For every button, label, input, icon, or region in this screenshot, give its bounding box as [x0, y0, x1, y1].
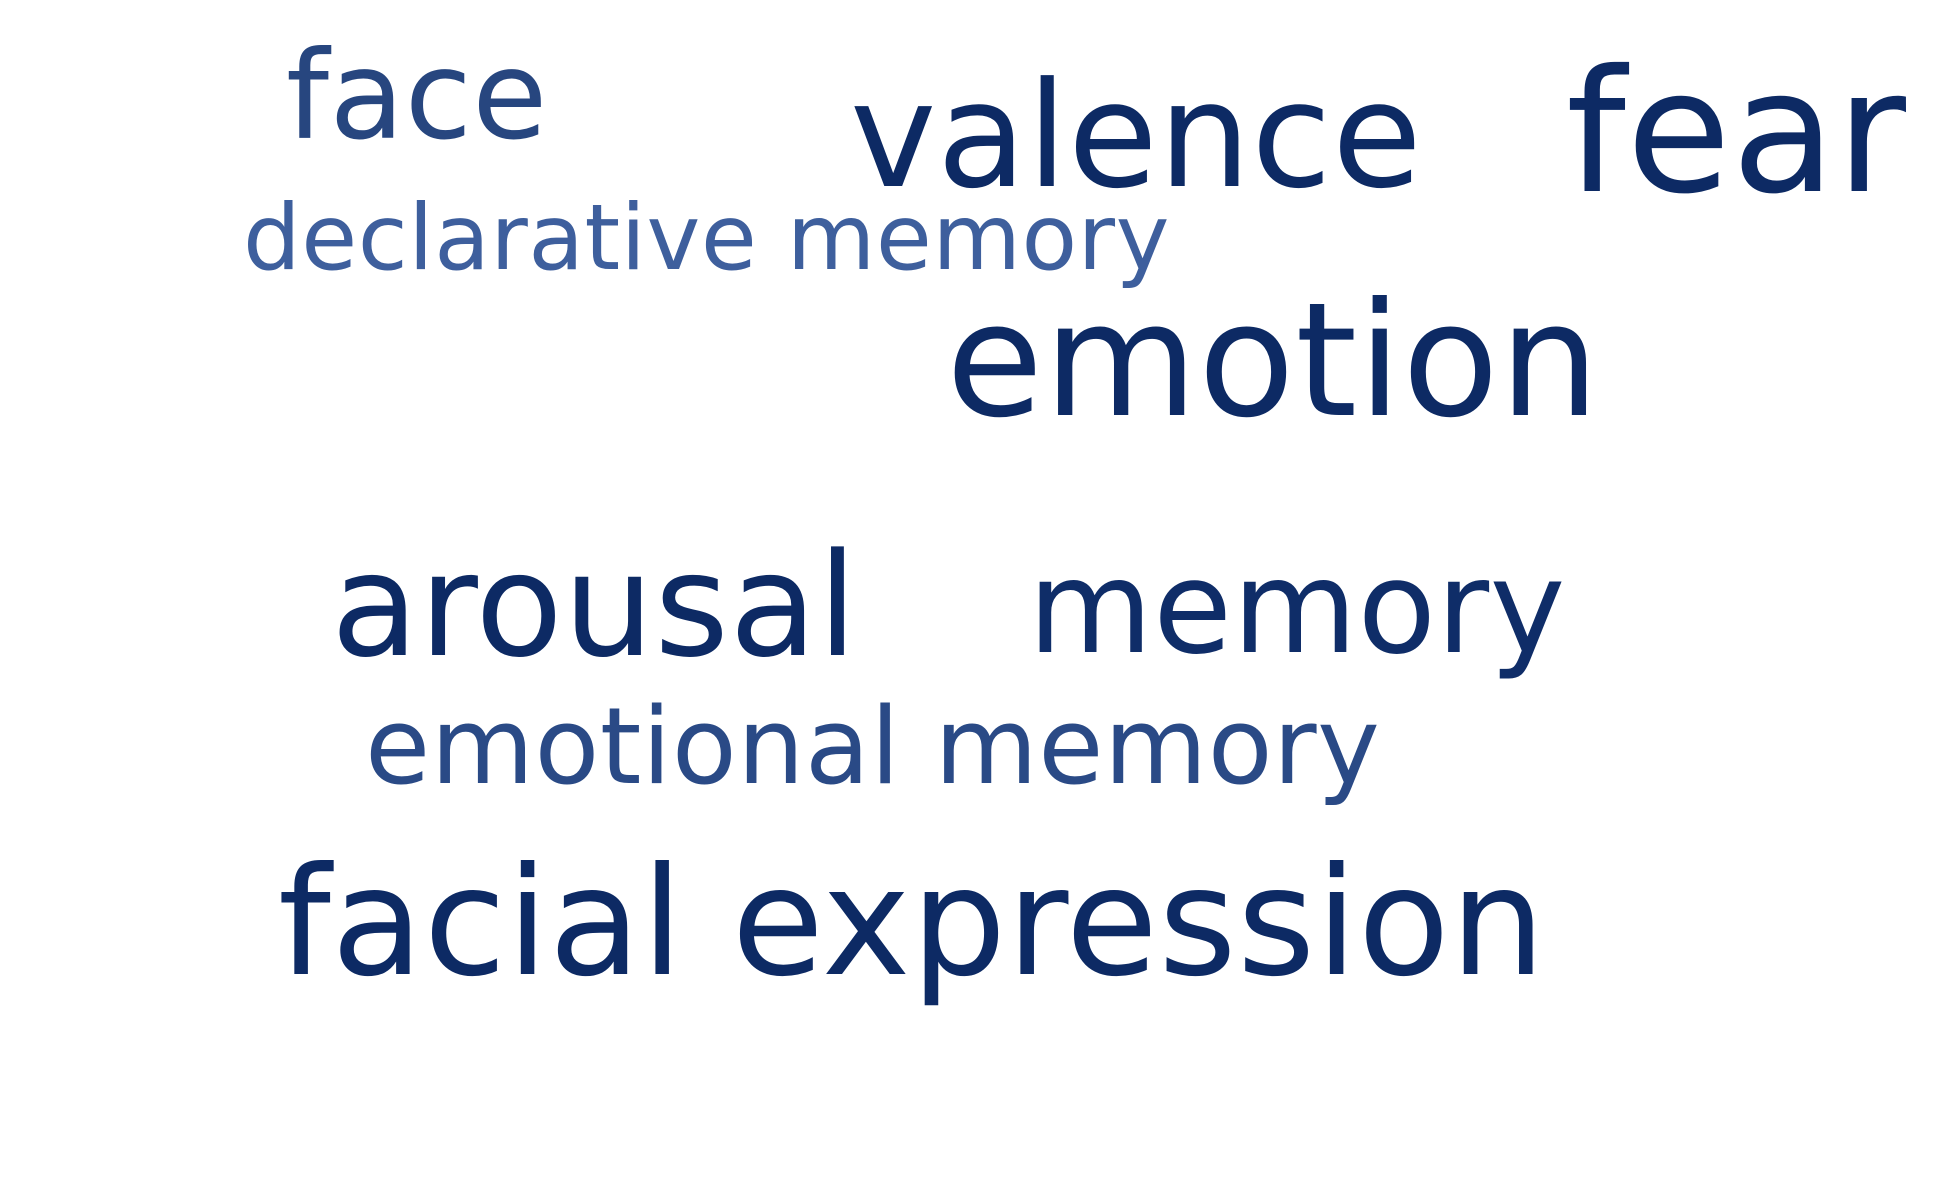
word-facial-expression: facial expression [278, 836, 1546, 1010]
word-memory: memory [1028, 534, 1566, 683]
word-arousal: arousal [331, 522, 858, 689]
word-emotion: emotion [946, 269, 1600, 453]
word-declarative-memory: declarative memory [243, 186, 1170, 291]
word-emotional-memory: emotional memory [365, 685, 1381, 808]
word-fear: fear [1566, 34, 1907, 232]
word-valence: valence [850, 51, 1423, 221]
word-face: face [286, 25, 548, 167]
